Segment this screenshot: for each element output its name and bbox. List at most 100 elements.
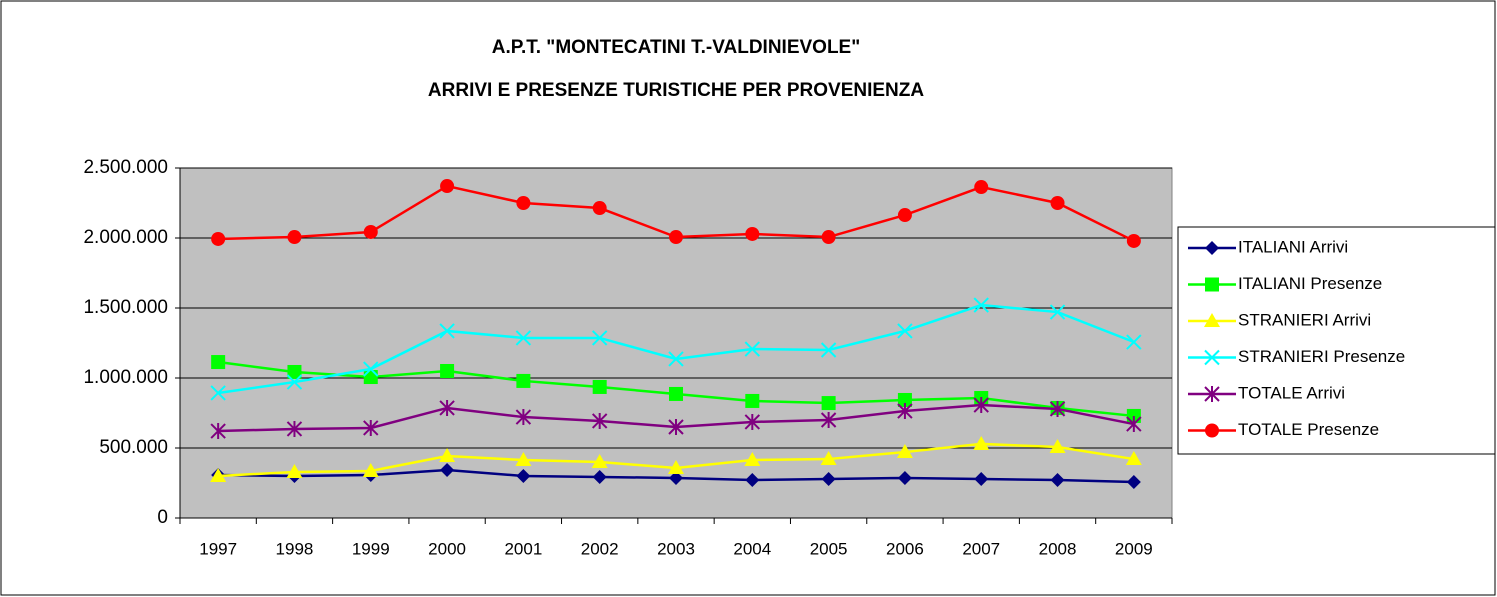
marker — [669, 386, 683, 401]
marker — [516, 196, 531, 210]
marker — [745, 226, 760, 241]
marker — [744, 413, 761, 430]
y-tick-label: 1.500.000 — [83, 297, 168, 318]
marker — [592, 379, 607, 394]
marker — [821, 230, 836, 245]
y-tick-label: 2.500.000 — [83, 157, 168, 178]
marker — [286, 463, 303, 478]
marker — [897, 392, 912, 407]
marker — [286, 420, 303, 437]
marker — [1204, 313, 1220, 327]
legend — [1177, 226, 1496, 455]
marker — [592, 201, 607, 216]
y-tick-label: 0 — [157, 507, 168, 528]
marker — [363, 361, 379, 377]
marker — [363, 419, 379, 436]
marker — [591, 412, 608, 429]
marker — [973, 397, 989, 414]
chart-title: A.P.T. "MONTECATINI T.-VALDINIEVOLE" — [492, 37, 860, 58]
legend-label: STRANIERI Arrivi — [1238, 310, 1371, 329]
marker — [974, 471, 989, 486]
marker — [896, 444, 913, 459]
marker — [515, 330, 532, 346]
marker — [1050, 196, 1065, 210]
marker — [1126, 334, 1142, 350]
marker — [897, 323, 913, 339]
marker — [515, 452, 532, 467]
legend-label: STRANIERI Presenze — [1238, 347, 1405, 366]
marker — [440, 179, 455, 194]
x-tick-label: 2007 — [962, 539, 1000, 558]
marker — [439, 447, 456, 462]
x-tick-label: 2002 — [581, 539, 619, 558]
marker — [362, 462, 379, 477]
marker — [820, 412, 837, 428]
x-tick-label: 2009 — [1115, 539, 1153, 558]
marker — [516, 373, 531, 388]
legend-label: TOTALE Presenze — [1238, 420, 1379, 439]
marker — [210, 423, 226, 440]
x-tick-label: 1998 — [276, 539, 314, 558]
x-tick-label: 1997 — [199, 539, 237, 558]
marker — [973, 297, 989, 313]
marker — [669, 230, 683, 245]
marker — [668, 460, 684, 475]
marker — [287, 230, 302, 245]
legend-label: ITALIANI Arrivi — [1238, 237, 1348, 256]
marker — [592, 469, 607, 484]
marker — [897, 470, 912, 485]
y-tick-label: 1.000.000 — [83, 367, 168, 388]
marker — [515, 409, 532, 426]
marker — [210, 385, 226, 401]
marker — [363, 224, 378, 239]
marker — [1205, 277, 1219, 292]
chart-title: ARRIVI E PRESENZE TURISTICHE PER PROVENI… — [428, 80, 924, 101]
y-tick-label: 2.000.000 — [83, 227, 168, 248]
plot-area — [179, 167, 1173, 519]
marker — [1126, 233, 1141, 248]
marker — [820, 342, 837, 358]
marker — [1205, 241, 1219, 255]
marker — [745, 393, 760, 408]
marker — [1126, 416, 1142, 433]
marker — [669, 470, 683, 485]
marker — [1204, 349, 1220, 366]
marker — [745, 473, 760, 488]
marker — [821, 396, 836, 411]
marker — [897, 208, 912, 223]
marker — [211, 231, 226, 246]
x-tick-label: 2008 — [1039, 539, 1077, 558]
marker — [1126, 475, 1141, 490]
marker — [668, 351, 684, 367]
marker — [744, 341, 761, 357]
marker — [363, 370, 378, 385]
marker — [440, 462, 455, 477]
x-tick-label: 2006 — [886, 539, 924, 558]
marker — [210, 468, 227, 482]
marker — [1125, 451, 1142, 466]
x-tick-label: 2004 — [733, 539, 771, 558]
marker — [1050, 473, 1065, 488]
marker — [821, 471, 836, 486]
marker — [439, 323, 455, 339]
marker — [1205, 423, 1219, 438]
marker — [820, 451, 837, 466]
marker — [668, 419, 684, 435]
marker — [439, 399, 455, 416]
marker — [286, 374, 303, 390]
marker — [974, 180, 989, 195]
y-tick-label: 500.000 — [99, 437, 168, 458]
marker — [1049, 439, 1066, 454]
marker — [591, 330, 608, 346]
x-tick-label: 2003 — [657, 539, 695, 558]
marker — [897, 403, 913, 420]
marker — [1204, 386, 1220, 402]
marker — [744, 452, 761, 467]
marker — [516, 469, 531, 483]
x-tick-label: 2005 — [810, 539, 848, 558]
marker — [440, 364, 455, 378]
marker — [591, 454, 608, 468]
legend-label: ITALIANI Presenze — [1238, 274, 1382, 293]
